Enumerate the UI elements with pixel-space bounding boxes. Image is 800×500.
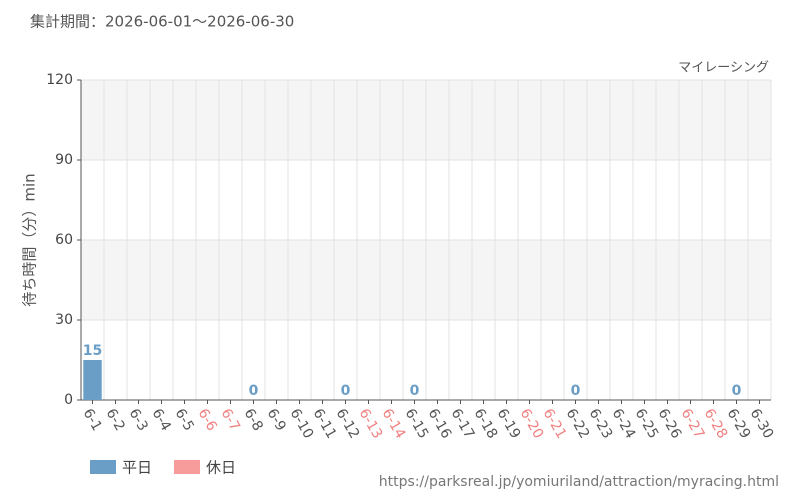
legend-label: 休日 <box>206 459 236 477</box>
data-label: 0 <box>249 383 259 399</box>
x-tick-label: 6-22 <box>563 406 593 442</box>
x-tick-label: 6-28 <box>701 406 731 442</box>
legend-swatch <box>174 460 200 474</box>
x-tick-label: 6-27 <box>678 406 708 442</box>
x-tick-label: 6-19 <box>494 406 524 442</box>
x-tick-label: 6-3 <box>126 406 151 434</box>
x-tick-label: 6-20 <box>517 406 547 442</box>
x-tick-label: 6-4 <box>149 406 174 434</box>
x-tick-label: 6-2 <box>103 406 128 434</box>
data-label: 15 <box>83 343 102 359</box>
x-tick-label: 6-1 <box>80 406 105 434</box>
legend-swatch <box>90 460 116 474</box>
y-tick-label: 0 <box>64 392 73 408</box>
data-label: 0 <box>410 383 420 399</box>
x-tick-label: 6-10 <box>287 406 317 442</box>
x-tick-label: 6-8 <box>241 406 266 434</box>
chart-title: 集計期間：2026-06-01～2026-06-30 <box>30 13 294 31</box>
data-label: 0 <box>732 383 742 399</box>
x-tick-label: 6-30 <box>747 406 777 442</box>
data-label: 0 <box>341 383 351 399</box>
x-tick-label: 6-18 <box>471 406 501 442</box>
x-tick-label: 6-6 <box>195 406 220 434</box>
x-tick-label: 6-5 <box>172 406 197 434</box>
x-tick-label: 6-26 <box>655 406 685 442</box>
x-tick-label: 6-13 <box>356 406 386 442</box>
legend-label: 平日 <box>122 459 152 477</box>
source-url: https://parksreal.jp/yomiuriland/attract… <box>379 474 779 490</box>
y-tick-label: 120 <box>46 72 73 88</box>
y-tick-label: 30 <box>55 312 73 328</box>
x-tick-label: 6-7 <box>218 406 243 434</box>
x-tick-label: 6-21 <box>540 406 570 442</box>
x-tick-label: 6-23 <box>586 406 616 442</box>
x-tick-label: 6-24 <box>609 406 639 442</box>
data-label: 0 <box>571 383 581 399</box>
x-tick-label: 6-17 <box>448 406 478 442</box>
x-tick-label: 6-25 <box>632 406 662 442</box>
y-tick-label: 60 <box>55 232 73 248</box>
x-tick-label: 6-16 <box>425 406 455 442</box>
x-tick-label: 6-15 <box>402 406 432 442</box>
x-tick-label: 6-12 <box>333 406 363 442</box>
chart-subtitle: マイレーシング <box>678 61 769 76</box>
x-tick-label: 6-29 <box>724 406 754 442</box>
x-tick-label: 6-11 <box>310 406 340 442</box>
y-tick-label: 90 <box>55 152 73 168</box>
bar <box>83 360 102 400</box>
x-tick-label: 6-9 <box>264 406 289 434</box>
y-axis-label: 待ち時間（分）min <box>21 173 39 306</box>
x-tick-label: 6-14 <box>379 406 409 442</box>
